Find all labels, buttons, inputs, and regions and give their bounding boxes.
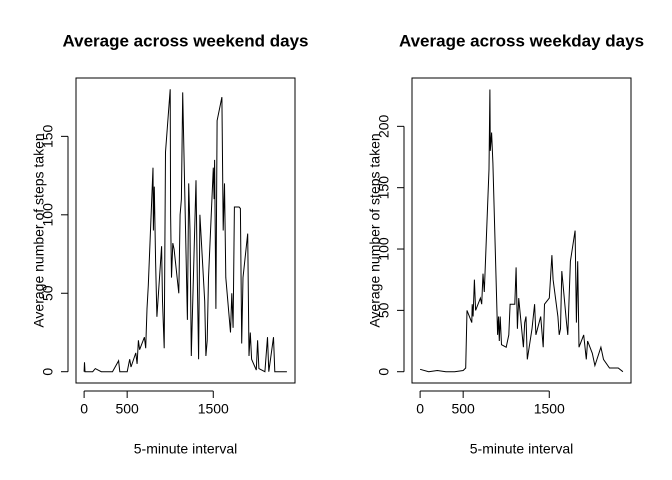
y-tick-label: 0	[40, 368, 56, 376]
plot-box	[75, 77, 296, 384]
x-axis-label: 5-minute interval	[470, 441, 574, 457]
y-tick-label: 150	[376, 176, 392, 200]
y-tick-label: 50	[40, 285, 56, 301]
x-axis-label: 5-minute interval	[134, 441, 238, 457]
y-tick-label: 0	[376, 368, 392, 376]
y-tick-label: 200	[376, 114, 392, 138]
y-tick-label: 100	[376, 237, 392, 261]
y-tick-label: 100	[40, 203, 56, 227]
data-line	[419, 89, 624, 373]
x-tick-label: 1500	[534, 401, 565, 417]
x-tick-label: 500	[451, 401, 475, 417]
y-tick-label: 150	[40, 124, 56, 148]
y-axis-label: Average number of steps taken	[367, 133, 383, 327]
y-axis-label: Average number of steps taken	[31, 133, 47, 327]
x-tick-label: 0	[80, 401, 88, 417]
data-line	[83, 89, 287, 373]
chart-title: Average across weekend days	[62, 31, 308, 50]
plot-box	[411, 77, 632, 384]
x-tick-label: 1500	[198, 401, 229, 417]
y-tick-label: 50	[376, 302, 392, 318]
chart-title: Average across weekday days	[399, 31, 644, 50]
x-tick-label: 500	[115, 401, 139, 417]
x-tick-label: 0	[416, 401, 424, 417]
